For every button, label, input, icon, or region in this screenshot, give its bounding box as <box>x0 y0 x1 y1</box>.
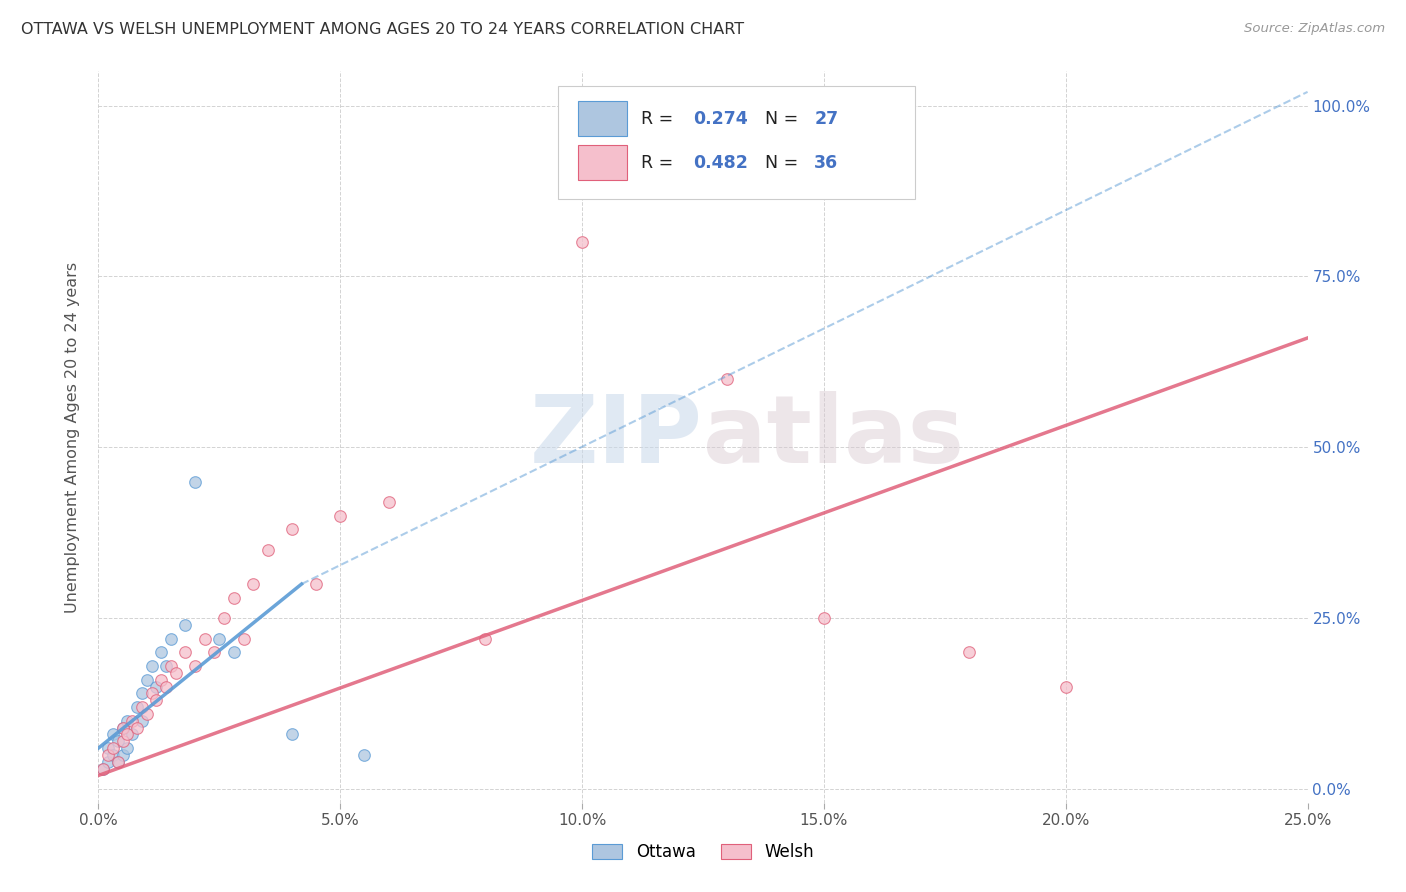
Point <box>222 645 245 659</box>
Point <box>256 542 278 557</box>
Point <box>204 645 226 659</box>
Point <box>571 235 593 250</box>
Point <box>117 741 139 756</box>
Point <box>117 714 139 728</box>
Point <box>131 714 153 728</box>
Text: N =: N = <box>754 110 804 128</box>
Point <box>155 659 177 673</box>
Point <box>155 680 177 694</box>
Point <box>305 577 328 591</box>
Point <box>101 741 124 756</box>
Point <box>160 632 183 646</box>
Text: 36: 36 <box>814 153 838 172</box>
Point <box>91 762 114 776</box>
Point <box>117 727 139 741</box>
Point <box>111 747 134 762</box>
Text: OTTAWA VS WELSH UNEMPLOYMENT AMONG AGES 20 TO 24 YEARS CORRELATION CHART: OTTAWA VS WELSH UNEMPLOYMENT AMONG AGES … <box>21 22 744 37</box>
Point <box>150 673 173 687</box>
Point <box>107 734 129 748</box>
Point <box>208 632 231 646</box>
Point <box>111 734 134 748</box>
Point <box>107 755 129 769</box>
Point <box>145 693 167 707</box>
Point <box>242 577 264 591</box>
Point <box>174 618 197 632</box>
Point <box>131 700 153 714</box>
Point <box>377 495 399 509</box>
Point <box>212 611 235 625</box>
Point <box>194 632 217 646</box>
FancyBboxPatch shape <box>578 145 627 180</box>
Point <box>160 659 183 673</box>
Point <box>107 755 129 769</box>
Point <box>135 673 157 687</box>
Text: N =: N = <box>754 153 804 172</box>
Point <box>131 686 153 700</box>
Text: 27: 27 <box>814 110 838 128</box>
Point <box>127 721 149 735</box>
Point <box>184 659 207 673</box>
Point <box>165 665 187 680</box>
Point <box>91 762 114 776</box>
Point <box>145 680 167 694</box>
Point <box>1054 680 1077 694</box>
Text: R =: R = <box>641 153 679 172</box>
FancyBboxPatch shape <box>558 86 915 200</box>
Point <box>329 508 352 523</box>
Point <box>101 747 124 762</box>
Y-axis label: Unemployment Among Ages 20 to 24 years: Unemployment Among Ages 20 to 24 years <box>65 261 80 613</box>
Point <box>174 645 197 659</box>
Point <box>281 522 304 536</box>
Point <box>184 475 207 489</box>
Text: atlas: atlas <box>703 391 965 483</box>
Point <box>97 741 120 756</box>
Text: Source: ZipAtlas.com: Source: ZipAtlas.com <box>1244 22 1385 36</box>
Point <box>222 591 245 605</box>
Text: 0.482: 0.482 <box>693 153 748 172</box>
Point <box>353 747 375 762</box>
Point <box>141 659 163 673</box>
Point <box>957 645 980 659</box>
Point <box>474 632 496 646</box>
Point <box>281 727 304 741</box>
Point <box>232 632 254 646</box>
Point <box>101 727 124 741</box>
Point <box>135 706 157 721</box>
Legend: Ottawa, Welsh: Ottawa, Welsh <box>586 837 820 868</box>
Point <box>150 645 173 659</box>
Point <box>97 747 120 762</box>
Point <box>111 721 134 735</box>
Text: ZIP: ZIP <box>530 391 703 483</box>
Point <box>813 611 835 625</box>
Point <box>111 721 134 735</box>
Point <box>716 372 738 386</box>
Point <box>121 714 143 728</box>
Text: R =: R = <box>641 110 679 128</box>
Point <box>97 755 120 769</box>
Point <box>121 727 143 741</box>
Point <box>127 700 149 714</box>
Point <box>141 686 163 700</box>
FancyBboxPatch shape <box>578 102 627 136</box>
Text: 0.274: 0.274 <box>693 110 748 128</box>
